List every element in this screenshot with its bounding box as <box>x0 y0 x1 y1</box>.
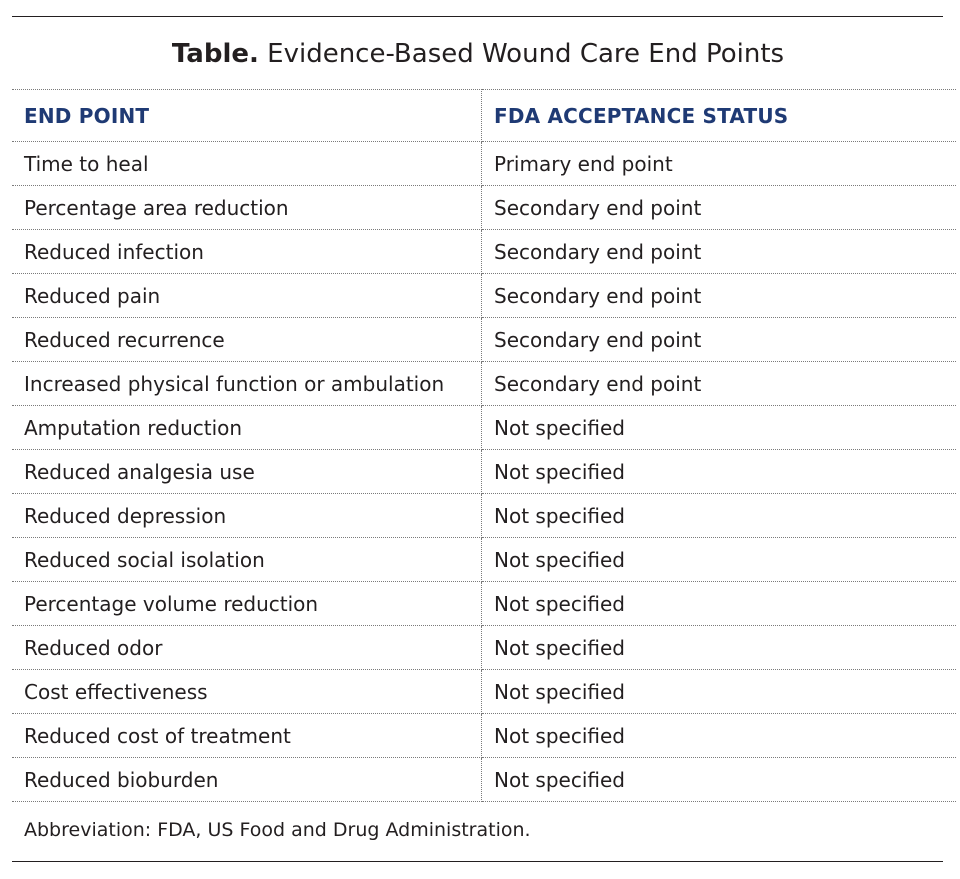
cell-fda-status: Secondary end point <box>481 361 956 406</box>
table-header-row: END POINT FDA ACCEPTANCE STATUS <box>12 89 956 142</box>
cell-end-point: Reduced infection <box>12 229 482 274</box>
cell-end-point: Time to heal <box>12 141 482 186</box>
table-row: Percentage area reduction Secondary end p… <box>12 185 956 230</box>
cell-fda-status: Not specified <box>481 493 956 538</box>
cell-fda-status: Not specified <box>481 625 956 670</box>
cell-end-point: Percentage volume reduction <box>12 581 482 626</box>
table-row: Percentage volume reduction Not specified <box>12 581 956 626</box>
cell-end-point: Reduced odor <box>12 625 482 670</box>
cell-fda-status: Not specified <box>481 581 956 626</box>
cell-fda-status: Primary end point <box>481 141 956 186</box>
cell-fda-status: Not specified <box>481 405 956 450</box>
table-row: Reduced depression Not specified <box>12 493 956 538</box>
cell-fda-status: Not specified <box>481 449 956 494</box>
cell-end-point: Percentage area reduction <box>12 185 482 230</box>
cell-end-point: Reduced analgesia use <box>12 449 482 494</box>
cell-end-point: Increased physical function or ambulatio… <box>12 361 482 406</box>
cell-fda-status: Secondary end point <box>481 273 956 318</box>
table-row: Reduced analgesia use Not specified <box>12 449 956 494</box>
table-title-text: Evidence-Based Wound Care End Points <box>267 39 785 69</box>
header-end-point: END POINT <box>12 89 482 142</box>
cell-end-point: Reduced social isolation <box>12 537 482 582</box>
table-row: Reduced odor Not specified <box>12 625 956 670</box>
cell-fda-status: Not specified <box>481 669 956 714</box>
footnote: Abbreviation: FDA, US Food and Drug Admi… <box>24 819 531 841</box>
table-title: Table. Evidence-Based Wound Care End Poi… <box>0 34 956 74</box>
cell-fda-status: Not specified <box>481 757 956 802</box>
cell-fda-status: Not specified <box>481 713 956 758</box>
cell-end-point: Reduced depression <box>12 493 482 538</box>
table-row: Cost effectiveness Not specified <box>12 669 956 714</box>
table-row: Reduced pain Secondary end point <box>12 273 956 318</box>
table-title-label: Table. <box>171 39 259 69</box>
cell-end-point: Reduced recurrence <box>12 317 482 362</box>
table-row: Reduced social isolation Not specified <box>12 537 956 582</box>
cell-fda-status: Secondary end point <box>481 317 956 362</box>
table-row: Time to heal Primary end point <box>12 141 956 186</box>
table-row: Reduced infection Secondary end point <box>12 229 956 274</box>
cell-end-point: Amputation reduction <box>12 405 482 450</box>
top-rule <box>12 16 943 17</box>
table-row: Increased physical function or ambulatio… <box>12 361 956 406</box>
table-row: Reduced bioburden Not specified <box>12 757 956 802</box>
table-row: Reduced cost of treatment Not specified <box>12 713 956 758</box>
cell-fda-status: Not specified <box>481 537 956 582</box>
table-row: Reduced recurrence Secondary end point <box>12 317 956 362</box>
cell-fda-status: Secondary end point <box>481 185 956 230</box>
cell-end-point: Reduced cost of treatment <box>12 713 482 758</box>
table-row: Amputation reduction Not specified <box>12 405 956 450</box>
cell-end-point: Cost effectiveness <box>12 669 482 714</box>
bottom-rule <box>12 861 943 862</box>
cell-fda-status: Secondary end point <box>481 229 956 274</box>
cell-end-point: Reduced pain <box>12 273 482 318</box>
end-points-table: END POINT FDA ACCEPTANCE STATUS Time to … <box>12 89 956 802</box>
table-body: Time to heal Primary end point Percentage … <box>12 141 956 802</box>
header-fda-acceptance-status: FDA ACCEPTANCE STATUS <box>481 89 956 142</box>
cell-end-point: Reduced bioburden <box>12 757 482 802</box>
